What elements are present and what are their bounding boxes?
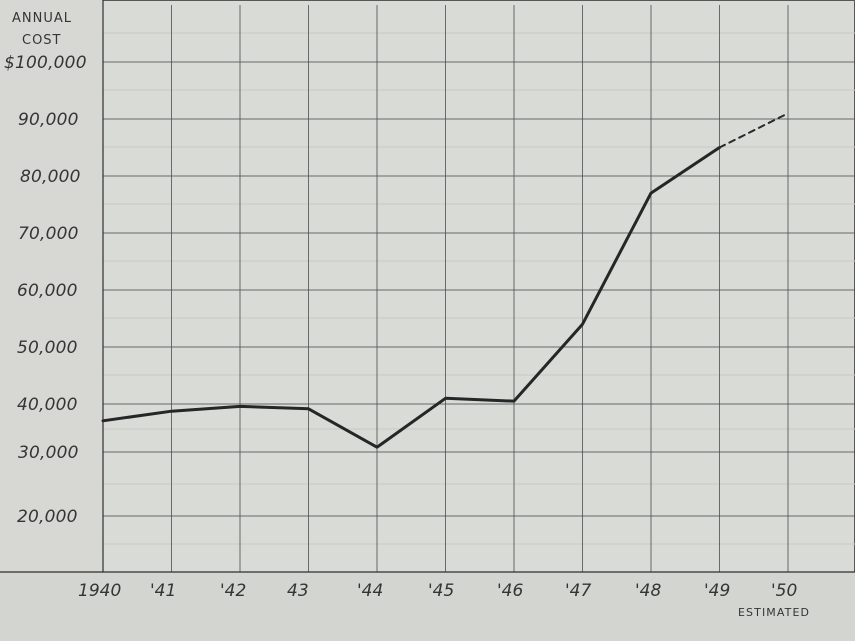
x-tick-label-3: '42 [220,581,246,601]
x-tick-label-6: '45 [428,581,454,601]
x-label-band [0,572,855,641]
y-tick-label-1: $100,000 [4,53,87,73]
y-label-band [0,0,103,572]
x-tick-label-7: '46 [497,581,523,601]
x-tick-label-1: 1940 [78,581,121,601]
y-tick-label-8: 30,000 [18,443,79,463]
x-tick-label-2: '41 [150,581,176,601]
y-axis-title-line-2: COST [22,33,62,48]
y-tick-label-9: 20,000 [17,507,78,527]
x-tick-label-11: '50 [771,581,797,601]
x-tick-label-9: '48 [635,581,661,601]
y-tick-label-6: 50,000 [17,338,78,358]
y-tick-label-2: 90,000 [18,110,79,130]
y-axis-title-line-1: ANNUAL [12,11,72,26]
y-tick-label-4: 70,000 [18,224,79,244]
x-tick-label-5: '44 [357,581,383,601]
x-tick-label-8: '47 [565,581,591,601]
y-tick-label-5: 60,000 [17,281,78,301]
y-tick-label-7: 40,000 [17,395,78,415]
estimated-cost-line [718,112,789,149]
y-tick-label-3: 80,000 [20,167,81,187]
estimated-note: ESTIMATED [738,606,810,619]
label-layer: ANNUAL COST $100,000 90,000 80,000 70,000 60… [4,11,810,619]
x-tick-label-10: '49 [704,581,730,601]
series-layer [101,112,789,449]
actual-cost-line [101,146,721,449]
x-tick-label-4: 43 [287,581,309,601]
